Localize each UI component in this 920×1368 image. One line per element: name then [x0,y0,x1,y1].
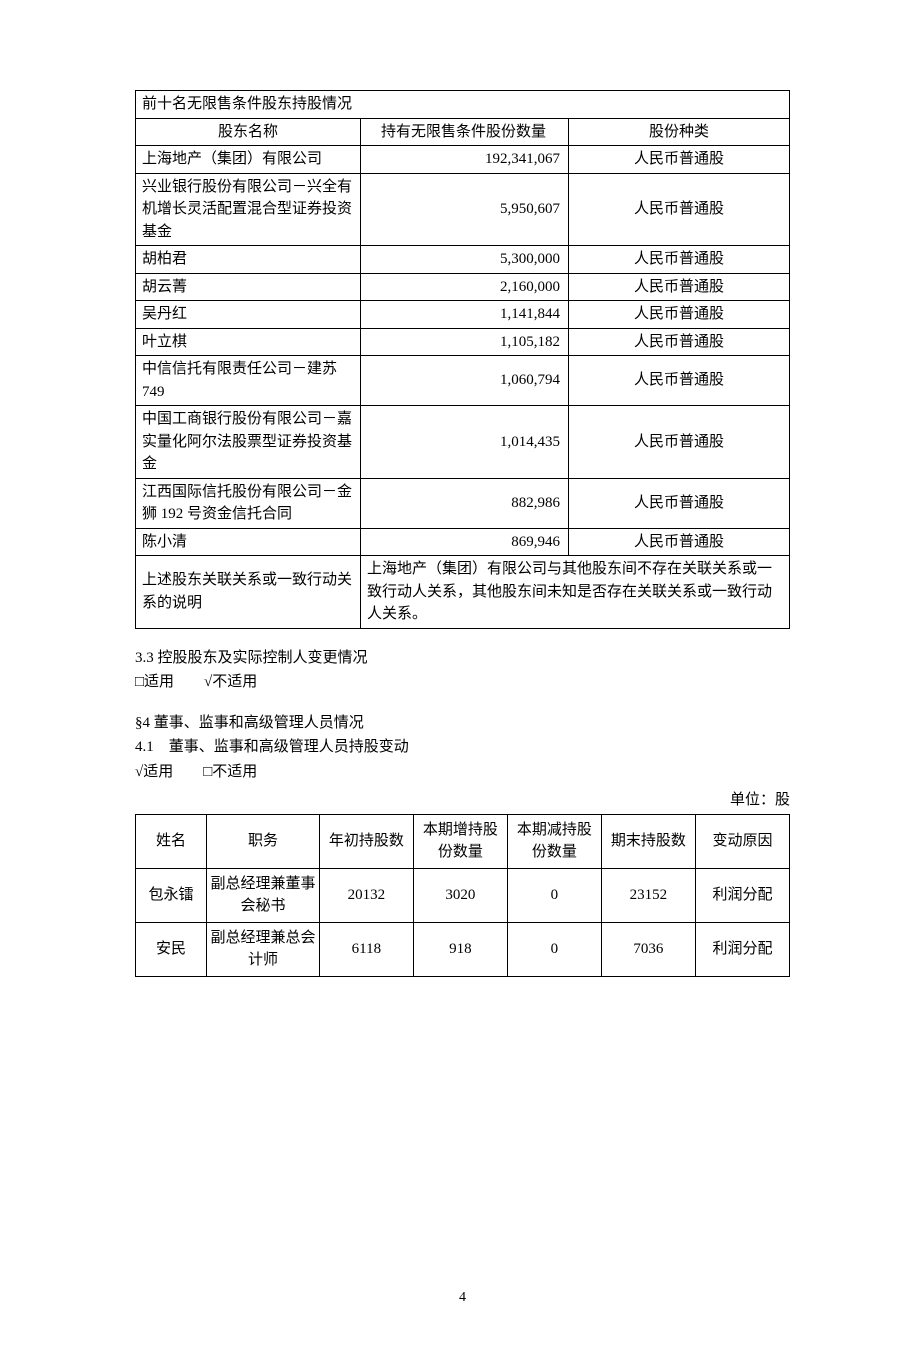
footnote-label: 上述股东关联关系或一致行动关系的说明 [136,556,361,629]
management-shares-table: 姓名 职务 年初持股数 本期增持股份数量 本期减持股份数量 期末持股数 变动原因… [135,814,790,977]
table-row: 中信信托有限责任公司－建苏7491,060,794人民币普通股 [136,356,790,406]
table-row: 吴丹红1,141,844人民币普通股 [136,301,790,329]
table-row: 包永镭 副总经理兼董事会秘书 20132 3020 0 23152 利润分配 [136,868,790,922]
table1-h3: 股份种类 [569,118,790,146]
table-row: 陈小清869,946人民币普通股 [136,528,790,556]
top-shareholders-table: 前十名无限售条件股东持股情况 股东名称 持有无限售条件股份数量 股份种类 上海地… [135,90,790,629]
heading-4-1: 4.1 董事、监事和高级管理人员持股变动 [135,736,790,759]
options-4-1: √适用 □不适用 [135,761,790,784]
table-row: 胡柏君5,300,000人民币普通股 [136,246,790,274]
page-number: 4 [135,1287,790,1308]
heading-3-3: 3.3 控股股东及实际控制人变更情况 [135,647,790,670]
heading-4: §4 董事、监事和高级管理人员情况 [135,712,790,735]
section-3-3: 3.3 控股股东及实际控制人变更情况 □适用 √不适用 [135,647,790,694]
table1-title: 前十名无限售条件股东持股情况 [136,91,790,119]
table1-footnote-row: 上述股东关联关系或一致行动关系的说明 上海地产（集团）有限公司与其他股东间不存在… [136,556,790,629]
table-row: 上海地产（集团）有限公司192,341,067人民币普通股 [136,146,790,174]
table-row: 安民 副总经理兼总会计师 6118 918 0 7036 利润分配 [136,922,790,976]
table1-h1: 股东名称 [136,118,361,146]
table2-header-row: 姓名 职务 年初持股数 本期增持股份数量 本期减持股份数量 期末持股数 变动原因 [136,814,790,868]
section-4: §4 董事、监事和高级管理人员情况 4.1 董事、监事和高级管理人员持股变动 √… [135,712,790,812]
footnote-text: 上海地产（集团）有限公司与其他股东间不存在关联关系或一致行动人关系，其他股东间未… [361,556,790,629]
table-row: 胡云菁2,160,000人民币普通股 [136,273,790,301]
table-row: 兴业银行股份有限公司－兴全有机增长灵活配置混合型证券投资基金5,950,607人… [136,173,790,246]
table-row: 中国工商银行股份有限公司－嘉实量化阿尔法股票型证券投资基金1,014,435人民… [136,406,790,479]
unit-label: 单位：股 [135,789,790,812]
table1-h2: 持有无限售条件股份数量 [361,118,569,146]
table-row: 江西国际信托股份有限公司－金狮 192 号资金信托合同882,986人民币普通股 [136,478,790,528]
options-3-3: □适用 √不适用 [135,671,790,694]
table-row: 叶立棋1,105,182人民币普通股 [136,328,790,356]
